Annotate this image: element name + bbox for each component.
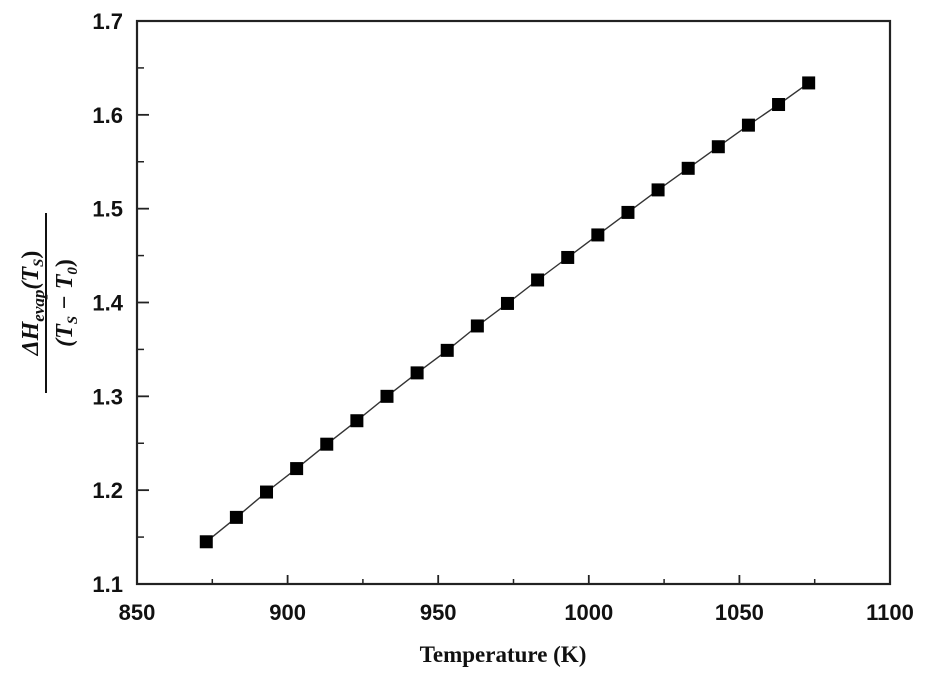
y-axis-title-denominator: (TS − T0) [52, 259, 81, 347]
y-axis-title: ΔHevap(TS) (TS − T0) [18, 213, 81, 393]
data-point-marker [350, 414, 364, 428]
data-point-marker [591, 228, 605, 242]
x-tick-label: 1100 [866, 600, 914, 625]
data-point-marker [470, 319, 484, 333]
data-point-marker [711, 140, 725, 154]
y-tick-label: 1.4 [92, 291, 123, 316]
data-point-marker [260, 485, 274, 499]
x-axis: 850 900 950 1000 1050 1100 [119, 575, 914, 625]
data-point-marker [199, 535, 213, 549]
y-axis-title-numerator: ΔHevap(TS) [18, 251, 48, 357]
data-point-marker [440, 343, 454, 357]
x-axis-title: Temperature (K) [420, 642, 587, 667]
y-tick-label: 1.5 [92, 197, 123, 222]
data-point-marker [561, 250, 575, 264]
data-point-marker [802, 76, 816, 90]
y-tick-label: 1.2 [92, 478, 123, 503]
y-tick-label: 1.6 [92, 103, 123, 128]
data-point-marker [290, 462, 304, 476]
data-point-marker [621, 205, 635, 219]
data-point-marker [741, 118, 755, 132]
data-point-marker [772, 98, 786, 112]
data-point-marker [320, 437, 334, 451]
x-tick-label: 1000 [564, 600, 613, 625]
y-tick-label: 1.7 [92, 9, 123, 34]
data-point-marker [500, 296, 514, 310]
data-point-marker [651, 183, 665, 197]
x-tick-label: 900 [269, 600, 306, 625]
y-tick-label: 1.3 [92, 384, 123, 409]
data-point-marker [681, 161, 695, 175]
x-tick-label: 950 [420, 600, 457, 625]
data-point-marker [380, 389, 394, 403]
data-point-marker [410, 366, 424, 380]
data-point-marker [531, 273, 545, 287]
y-tick-label: 1.1 [92, 572, 123, 597]
x-tick-label: 850 [119, 600, 156, 625]
x-tick-label: 1050 [715, 600, 764, 625]
data-point-marker [229, 510, 243, 524]
data-series [199, 76, 816, 549]
y-axis: 1.1 1.2 1.3 1.4 1.5 1.6 1.7 [92, 9, 149, 597]
